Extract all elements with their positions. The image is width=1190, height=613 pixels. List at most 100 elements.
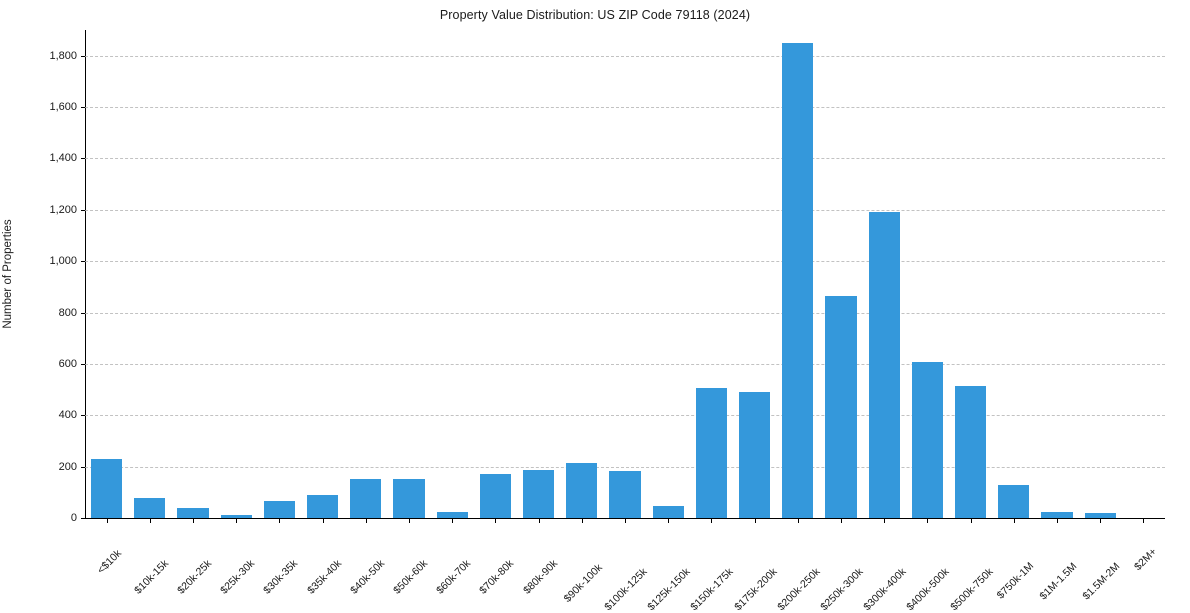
bar[interactable] (350, 479, 382, 518)
y-tick-label: 400 (58, 409, 77, 422)
x-tick-mark (322, 518, 324, 523)
y-tick-label: 1,400 (49, 152, 77, 165)
y-tick-mark (81, 261, 85, 263)
x-tick-mark (1057, 518, 1058, 523)
chart-figure: Property Value Distribution: US ZIP Code… (2, 8, 1165, 613)
x-tick-mark (193, 518, 194, 523)
bar[interactable] (436, 512, 468, 518)
x-tick-mark (149, 518, 151, 523)
x-tick-label-text: $60k-70k (434, 557, 474, 597)
y-tick-label: 1,600 (49, 101, 77, 114)
y-tick-mark (81, 107, 85, 109)
x-tick-label: $70k-80k (477, 527, 547, 597)
x-tick-mark (668, 518, 670, 523)
bar[interactable] (134, 497, 166, 518)
gridline (85, 466, 1165, 468)
x-tick-label: <$10k (95, 527, 144, 576)
bar[interactable] (566, 462, 598, 518)
bar[interactable] (609, 471, 641, 518)
y-tick-mark (81, 466, 85, 468)
x-tick-label-text: $30k-35k (261, 557, 301, 597)
x-tick-mark (711, 518, 713, 523)
x-tick-mark (884, 518, 886, 523)
x-tick-label: $90k-100k (561, 527, 639, 605)
y-tick-label: 1,800 (49, 49, 77, 62)
x-tick-label: $10k-15k (132, 527, 201, 597)
x-tick-label-text: <$10k (94, 547, 124, 577)
gridline (85, 415, 1165, 417)
x-tick-label-text: $175k-200k (731, 565, 780, 613)
x-tick-label-text: $35k-40k (304, 557, 344, 597)
x-tick-label: $60k-70k (434, 527, 504, 597)
bar[interactable] (782, 42, 814, 518)
x-tick-label-text: $300k-400k (861, 565, 909, 613)
x-tick-label-text: $150k-175k (688, 565, 736, 613)
bar[interactable] (307, 495, 339, 518)
x-tick-label-text: $200k-250k (775, 565, 823, 613)
y-tick-label: 800 (58, 306, 77, 319)
x-tick-mark (797, 518, 799, 523)
y-axis-line (85, 30, 86, 518)
x-tick-label: $80k-90k (521, 527, 590, 597)
plot-area: 0 200 400 600 800 1,000 1,200 1,400 1,600 1,800 <… (49, 30, 1165, 613)
x-tick-label: $25k-30k (218, 527, 288, 597)
y-tick-mark (81, 518, 85, 519)
bar[interactable] (263, 500, 295, 518)
bar[interactable] (955, 385, 987, 518)
gridline (85, 209, 1165, 211)
x-tick-label-text: $90k-100k (561, 561, 605, 605)
x-tick-mark (927, 518, 929, 523)
x-tick-mark (495, 518, 497, 523)
x-tick-label: $1M-1.5M (1037, 527, 1113, 602)
bar[interactable] (220, 515, 252, 518)
chart-title: Property Value Distribution: US ZIP Code… (439, 8, 751, 22)
x-tick-label: $400k-500k (905, 527, 990, 613)
x-tick-label-text: $1.5M-2M (1080, 560, 1123, 603)
x-tick-label: $20k-25k (175, 527, 245, 597)
x-tick-label-text: $25k-30k (218, 557, 258, 597)
x-tick-label-text: $250k-300k (818, 565, 866, 613)
bar[interactable] (479, 473, 511, 518)
x-tick-mark (625, 518, 626, 523)
x-tick-mark (581, 518, 583, 523)
bar[interactable] (393, 479, 425, 518)
y-tick-mark (81, 415, 85, 417)
x-tick-label-text: $50k-60k (391, 557, 431, 597)
x-tick-label: $35k-40k (305, 527, 374, 597)
x-tick-label: $30k-35k (261, 527, 331, 597)
gridline (85, 55, 1165, 57)
y-tick-label: 1,200 (49, 203, 77, 216)
bar[interactable] (91, 459, 123, 518)
x-tick-mark (970, 518, 972, 523)
bar[interactable] (868, 212, 900, 518)
y-tick-mark (81, 209, 85, 211)
x-tick-mark (841, 518, 842, 523)
gridline (85, 107, 1165, 109)
bar[interactable] (695, 387, 727, 518)
x-tick-label-text: $20k-25k (175, 557, 215, 597)
bar[interactable] (177, 507, 209, 518)
bar[interactable] (1041, 511, 1073, 518)
bar[interactable] (1084, 512, 1116, 518)
bar[interactable] (523, 470, 555, 518)
x-tick-label-text: $70k-80k (477, 557, 517, 597)
y-tick-label: 0 (70, 512, 77, 524)
bar[interactable] (739, 391, 771, 518)
gridline (85, 312, 1165, 314)
bar[interactable] (825, 296, 857, 518)
x-tick-label-text: $500k-750k (947, 565, 996, 613)
x-tick-mark (1013, 518, 1015, 523)
y-tick-mark (81, 55, 85, 57)
bar[interactable] (998, 485, 1030, 518)
bar[interactable] (911, 362, 943, 518)
x-tick-mark (236, 518, 238, 523)
x-tick-label: $150k-175k (689, 527, 774, 613)
x-tick-label-text: $125k-150k (645, 565, 693, 613)
y-tick-label: 200 (58, 460, 77, 473)
bar[interactable] (652, 505, 684, 518)
x-tick-label-text: $100k-125k (602, 565, 650, 613)
gridline (85, 158, 1165, 160)
x-tick-label: $750k-1M (994, 527, 1069, 602)
x-tick-mark (538, 518, 540, 523)
x-tick-label-text: $1M-1.5M (1037, 560, 1080, 603)
